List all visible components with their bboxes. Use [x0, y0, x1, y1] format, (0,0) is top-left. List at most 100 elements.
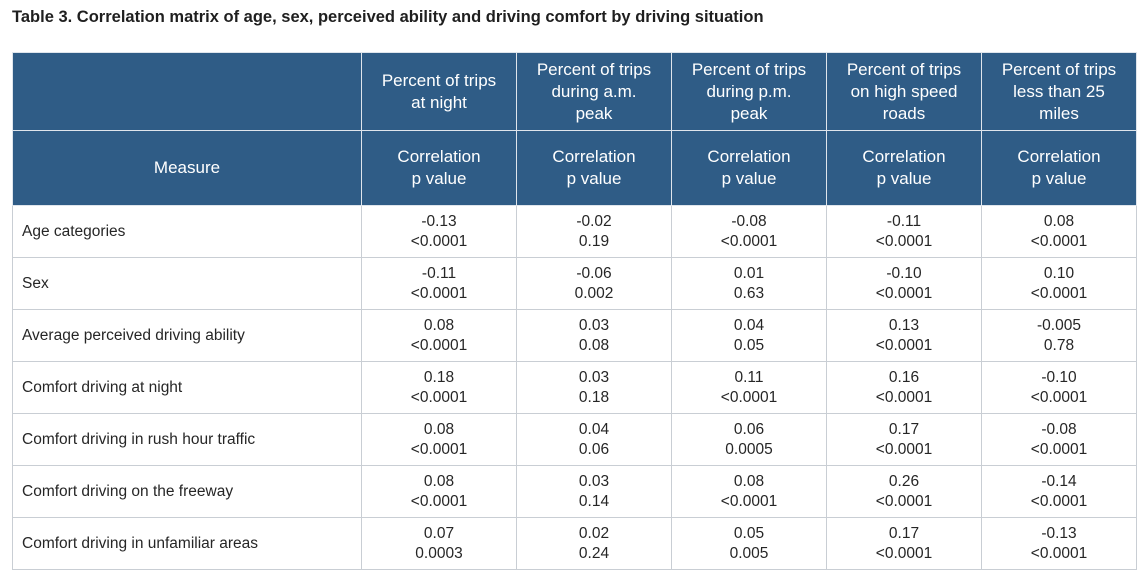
correlation-table: Percent of trips at night Percent of tri…	[12, 52, 1137, 570]
correlation-value: 0.17	[888, 420, 920, 438]
value-cell: -0.08 <0.0001	[671, 205, 827, 258]
value-cell: 0.08 <0.0001	[361, 413, 517, 466]
table-body: Age categories -0.13 <0.0001 -0.02 0.19 -0.08…	[12, 205, 1137, 570]
value-cell: 0.03 0.18	[516, 361, 672, 414]
p-value: <0.0001	[410, 492, 468, 510]
p-value: <0.0001	[720, 232, 778, 250]
column-header: Percent of trips on high speed roads	[826, 52, 982, 131]
column-subheader: Correlation p value	[981, 130, 1137, 206]
p-value: <0.0001	[410, 232, 468, 250]
value-cell: -0.02 0.19	[516, 205, 672, 258]
table-row: Age categories -0.13 <0.0001 -0.02 0.19 -0.08…	[12, 205, 1137, 258]
value-cell: 0.17 <0.0001	[826, 517, 982, 570]
p-value: <0.0001	[875, 336, 933, 354]
correlation-value: -0.14	[1041, 472, 1077, 490]
p-value: 0.63	[733, 284, 765, 302]
p-value: <0.0001	[410, 440, 468, 458]
table-row: Comfort driving in rush hour traffic 0.08…	[12, 413, 1137, 466]
correlation-value: 0.04	[578, 420, 610, 438]
correlation-value: -0.08	[731, 212, 767, 230]
table-title: Table 3. Correlation matrix of age, sex,…	[12, 8, 764, 26]
p-value: <0.0001	[410, 388, 468, 406]
value-cell: -0.06 0.002	[516, 257, 672, 310]
row-label: Sex	[12, 257, 362, 310]
header-blank-cell	[12, 52, 362, 131]
p-value: <0.0001	[1030, 388, 1088, 406]
p-value: 0.24	[578, 544, 610, 562]
p-value: <0.0001	[1030, 440, 1088, 458]
value-cell: 0.05 0.005	[671, 517, 827, 570]
p-value: <0.0001	[875, 232, 933, 250]
value-cell: -0.13 <0.0001	[981, 517, 1137, 570]
value-cell: 0.16 <0.0001	[826, 361, 982, 414]
correlation-value: 0.26	[888, 472, 920, 490]
p-value: 0.18	[578, 388, 610, 406]
value-cell: 0.08 <0.0001	[671, 465, 827, 518]
p-value: <0.0001	[875, 284, 933, 302]
correlation-value: -0.005	[1037, 316, 1081, 334]
correlation-value: -0.02	[576, 212, 612, 230]
value-cell: 0.01 0.63	[671, 257, 827, 310]
column-subheader: Correlation p value	[826, 130, 982, 206]
p-value: <0.0001	[1030, 284, 1088, 302]
header-row-subtitles: Measure Correlation p value Correlation …	[12, 130, 1137, 206]
correlation-value: 0.08	[423, 316, 455, 334]
value-cell: -0.11 <0.0001	[826, 205, 982, 258]
header-row-titles: Percent of trips at night Percent of tri…	[12, 52, 1137, 131]
row-label: Comfort driving in unfamiliar areas	[12, 517, 362, 570]
value-cell: 0.08 <0.0001	[981, 205, 1137, 258]
correlation-value: -0.13	[421, 212, 457, 230]
p-value: 0.08	[578, 336, 610, 354]
correlation-value: 0.13	[888, 316, 920, 334]
correlation-value: 0.10	[1043, 264, 1075, 282]
value-cell: 0.02 0.24	[516, 517, 672, 570]
value-cell: 0.07 0.0003	[361, 517, 517, 570]
value-cell: 0.04 0.05	[671, 309, 827, 362]
value-cell: 0.18 <0.0001	[361, 361, 517, 414]
measure-header: Measure	[12, 130, 362, 206]
value-cell: -0.005 0.78	[981, 309, 1137, 362]
p-value: <0.0001	[1030, 544, 1088, 562]
value-cell: 0.11 <0.0001	[671, 361, 827, 414]
correlation-value: 0.11	[734, 368, 764, 386]
p-value: <0.0001	[720, 492, 778, 510]
correlation-value: 0.05	[733, 524, 765, 542]
p-value: <0.0001	[875, 544, 933, 562]
table-row: Comfort driving on the freeway 0.08 <0.000…	[12, 465, 1137, 518]
value-cell: 0.26 <0.0001	[826, 465, 982, 518]
correlation-value: -0.10	[1041, 368, 1077, 386]
p-value: <0.0001	[720, 388, 778, 406]
p-value: 0.0005	[725, 440, 773, 458]
p-value: <0.0001	[875, 440, 933, 458]
p-value: 0.78	[1043, 336, 1075, 354]
value-cell: 0.06 0.0005	[671, 413, 827, 466]
correlation-value: -0.13	[1041, 524, 1077, 542]
correlation-value: 0.18	[423, 368, 455, 386]
value-cell: 0.04 0.06	[516, 413, 672, 466]
p-value: 0.005	[729, 544, 769, 562]
p-value: <0.0001	[1030, 232, 1088, 250]
value-cell: 0.03 0.14	[516, 465, 672, 518]
value-cell: -0.10 <0.0001	[981, 361, 1137, 414]
column-subheader: Correlation p value	[361, 130, 517, 206]
correlation-value: 0.01	[733, 264, 765, 282]
value-cell: -0.10 <0.0001	[826, 257, 982, 310]
p-value: <0.0001	[410, 336, 468, 354]
correlation-value: 0.08	[733, 472, 765, 490]
table-row: Sex -0.11 <0.0001 -0.06 0.002 0.01 0.63 -0.10 <0…	[12, 257, 1137, 310]
correlation-value: 0.08	[1043, 212, 1075, 230]
table-row: Comfort driving at night 0.18 <0.0001 0.03 0…	[12, 361, 1137, 414]
p-value: 0.002	[574, 284, 614, 302]
p-value: <0.0001	[410, 284, 468, 302]
correlation-value: -0.10	[886, 264, 922, 282]
correlation-value: 0.16	[888, 368, 920, 386]
p-value: 0.0003	[415, 544, 463, 562]
correlation-value: 0.03	[578, 316, 610, 334]
correlation-value: -0.11	[886, 212, 922, 230]
table-row: Comfort driving in unfamiliar areas 0.07 0…	[12, 517, 1137, 570]
p-value: 0.05	[733, 336, 765, 354]
column-subheader: Correlation p value	[516, 130, 672, 206]
value-cell: -0.14 <0.0001	[981, 465, 1137, 518]
value-cell: -0.08 <0.0001	[981, 413, 1137, 466]
correlation-value: 0.08	[423, 472, 455, 490]
